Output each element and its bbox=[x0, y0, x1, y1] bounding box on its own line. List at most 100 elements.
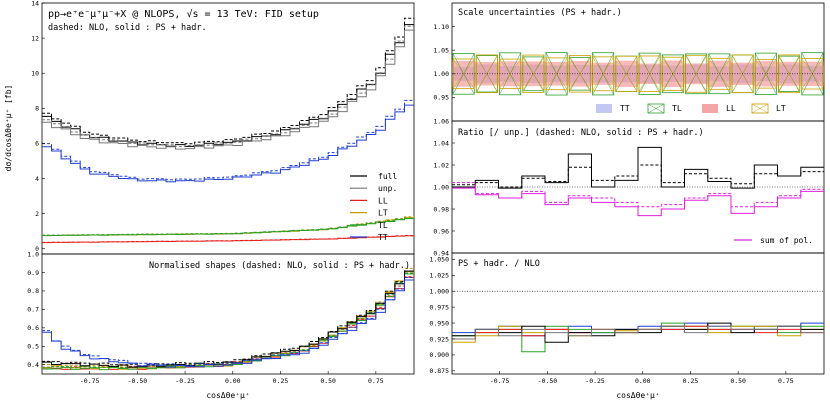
main-title: pp→e⁺e⁻μ⁺μ⁻+X @ NLOPS, √s = 13 TeV: FID … bbox=[48, 8, 319, 20]
shapes-xtick-label-4: 0.25 bbox=[273, 377, 289, 385]
main-series-TT-ps bbox=[42, 104, 414, 183]
scale-legend-label-TT: TT bbox=[620, 104, 630, 113]
main-panel-frame bbox=[41, 2, 415, 255]
scale-hatch-LT-4 bbox=[545, 57, 568, 90]
shapes-series-TT-nlo bbox=[42, 277, 414, 366]
shapes-ytick-label-0: 0.4 bbox=[27, 361, 39, 369]
main-series-unp.-nlo bbox=[42, 25, 414, 148]
scale-legend-swatch-TT bbox=[596, 104, 612, 113]
main-legend-label-LL: LL bbox=[378, 196, 388, 205]
pshad-xtick-label-5: 0.50 bbox=[730, 377, 746, 385]
shapes-series-TT-ps bbox=[42, 279, 414, 368]
ratio-full-ps bbox=[452, 146, 824, 189]
shapes-title: Normalised shapes (dashed: NLO, solid : … bbox=[149, 261, 410, 271]
scale-legend-hatch-LT bbox=[751, 103, 769, 114]
ratio-sum-nlo bbox=[452, 182, 824, 208]
shapes-series-TL-ps bbox=[42, 273, 414, 371]
scale-legend-hatch-TL bbox=[647, 103, 665, 114]
main-series-LT-ps bbox=[42, 217, 414, 236]
shapes-plot: 0.4 0.5 0.6 0.7 0.8 0.9 1.0 -0.75 -0.50 -0.25 0.00… bbox=[27, 250, 414, 385]
ratio-ytick-label-3: 1.00 bbox=[433, 183, 449, 191]
shapes-xtick-label-2: -0.25 bbox=[175, 377, 195, 385]
scale-hatch-LT-3 bbox=[522, 54, 545, 93]
main-ytick-label-5: 10 bbox=[31, 70, 39, 78]
ratio-ytick-label-6: 1.06 bbox=[433, 117, 449, 125]
ratio-ytick-label-2: 0.98 bbox=[433, 205, 449, 213]
shapes-series-LL-nlo bbox=[42, 276, 414, 369]
scale-title: Scale uncertainties (PS + hadr.) bbox=[458, 8, 622, 18]
main-legend-label-LT: LT bbox=[378, 209, 388, 218]
scale-legend-label-LT: LT bbox=[776, 104, 786, 113]
main-plot: 0 2 4 6 8 10 12 14 full unp. LL LT TL TT bbox=[31, 0, 414, 253]
scale-plot: 0.95 1.00 1.05 1.10 TT TL LL LT bbox=[433, 23, 824, 114]
pshad-xtick-label-0: -0.75 bbox=[490, 377, 510, 385]
ratio-ytick-label-0: 0.94 bbox=[433, 249, 449, 257]
main-series-TL-ps bbox=[42, 218, 414, 237]
scale-hatch-LT-1 bbox=[476, 54, 498, 93]
shapes-series-full-ps bbox=[42, 270, 414, 368]
pshad-xtick-label-3: 0.00 bbox=[635, 377, 651, 385]
shapes-ytick-label-4: 0.8 bbox=[27, 287, 39, 295]
main-series-LL-ps bbox=[42, 235, 414, 244]
scale-ytick-label-2: 1.05 bbox=[433, 47, 449, 55]
ratio-title: Ratio [/ unp.] (dashed: NLO, solid : PS … bbox=[458, 128, 704, 138]
ratio-ytick-label-5: 1.04 bbox=[433, 139, 449, 147]
pshad-ytick-label-1: 0.900 bbox=[429, 351, 449, 359]
scale-hatch-LT-0 bbox=[452, 58, 475, 89]
main-legend-label-TL: TL bbox=[378, 221, 388, 230]
pshad-xtick-label-6: 0.75 bbox=[778, 377, 794, 385]
pshad-ytick-label-4: 0.975 bbox=[429, 303, 449, 311]
main-ytick-label-7: 14 bbox=[31, 0, 39, 7]
scale-legend-swatch-LT bbox=[751, 103, 769, 114]
main-legend-label-TT: TT bbox=[378, 233, 388, 242]
main-legend-label-full: full bbox=[378, 172, 397, 181]
main-ytick-label-4: 8 bbox=[35, 105, 39, 113]
main-series-full-nlo bbox=[42, 17, 414, 145]
scale-ytick-label-0: 0.95 bbox=[433, 94, 449, 102]
pshad-xtick-label-1: -0.50 bbox=[538, 377, 558, 385]
main-legend-label-unp.: unp. bbox=[378, 184, 397, 193]
scale-hatch-LT-14 bbox=[778, 54, 800, 93]
shapes-ytick-label-5: 0.9 bbox=[27, 269, 39, 277]
ratio-legend-label-sum: sum of pol. bbox=[760, 236, 813, 245]
pshad-ytick-label-7: 1.050 bbox=[429, 256, 449, 264]
shapes-xtick-label-1: -0.50 bbox=[128, 377, 148, 385]
shapes-xtick-label-6: 0.75 bbox=[368, 377, 384, 385]
main-series-TL-nlo bbox=[42, 217, 414, 236]
scale-ytick-label-1: 1.00 bbox=[433, 70, 449, 78]
ratio-plot: 0.94 0.96 0.98 1.00 1.02 1.04 1.06 sum of pol. bbox=[433, 117, 824, 257]
main-ytick-label-3: 6 bbox=[35, 140, 39, 148]
shapes-ytick-label-6: 1.0 bbox=[27, 250, 39, 258]
scale-hatch-LT-7 bbox=[615, 56, 638, 92]
scale-legend-label-TL: TL bbox=[672, 104, 682, 113]
scale-legend-label-LL: LL bbox=[726, 104, 736, 113]
shapes-xlabel: cosΔθe⁺μ⁺ bbox=[206, 391, 249, 400]
ratio-sum-ps bbox=[452, 187, 824, 217]
main-series-LT-nlo bbox=[42, 216, 414, 236]
main-series-unp.-ps bbox=[42, 29, 414, 150]
pshad-xtick-label-2: -0.25 bbox=[585, 377, 605, 385]
ratio-ytick-label-4: 1.02 bbox=[433, 161, 449, 169]
main-ytick-label-6: 12 bbox=[31, 34, 39, 42]
ratio-ytick-label-1: 0.96 bbox=[433, 227, 449, 235]
pshad-ytick-label-2: 0.925 bbox=[429, 335, 449, 343]
shapes-xtick-label-5: 0.50 bbox=[320, 377, 336, 385]
shapes-series-full-nlo bbox=[42, 270, 414, 367]
main-ytick-label-1: 2 bbox=[35, 210, 39, 218]
main-ylabel: dσ/dcosΔθe⁺μ⁺ [fb] bbox=[4, 85, 13, 172]
shapes-ytick-label-2: 0.6 bbox=[27, 324, 39, 332]
pshad-series-unp. bbox=[452, 325, 824, 340]
pshad-plot: 0.875 0.900 0.925 0.950 0.975 1.000 1.025 1.050… bbox=[429, 256, 824, 385]
pshad-title: PS + hadr. / NLO bbox=[458, 259, 540, 269]
pshad-xtick-label-4: 0.25 bbox=[683, 377, 699, 385]
shapes-xtick-label-3: 0.00 bbox=[225, 377, 241, 385]
main-ytick-label-0: 0 bbox=[35, 245, 39, 253]
pshad-xlabel: cosΔθe⁺μ⁺ bbox=[616, 391, 659, 400]
main-series-TT-nlo bbox=[42, 99, 414, 181]
pshad-panel-frame bbox=[451, 252, 825, 375]
pshad-ytick-label-3: 0.950 bbox=[429, 319, 449, 327]
scale-hatch-LT-13 bbox=[755, 59, 777, 89]
scale-hatch-LT-6 bbox=[592, 56, 614, 91]
shapes-xtick-label-0: -0.75 bbox=[80, 377, 100, 385]
